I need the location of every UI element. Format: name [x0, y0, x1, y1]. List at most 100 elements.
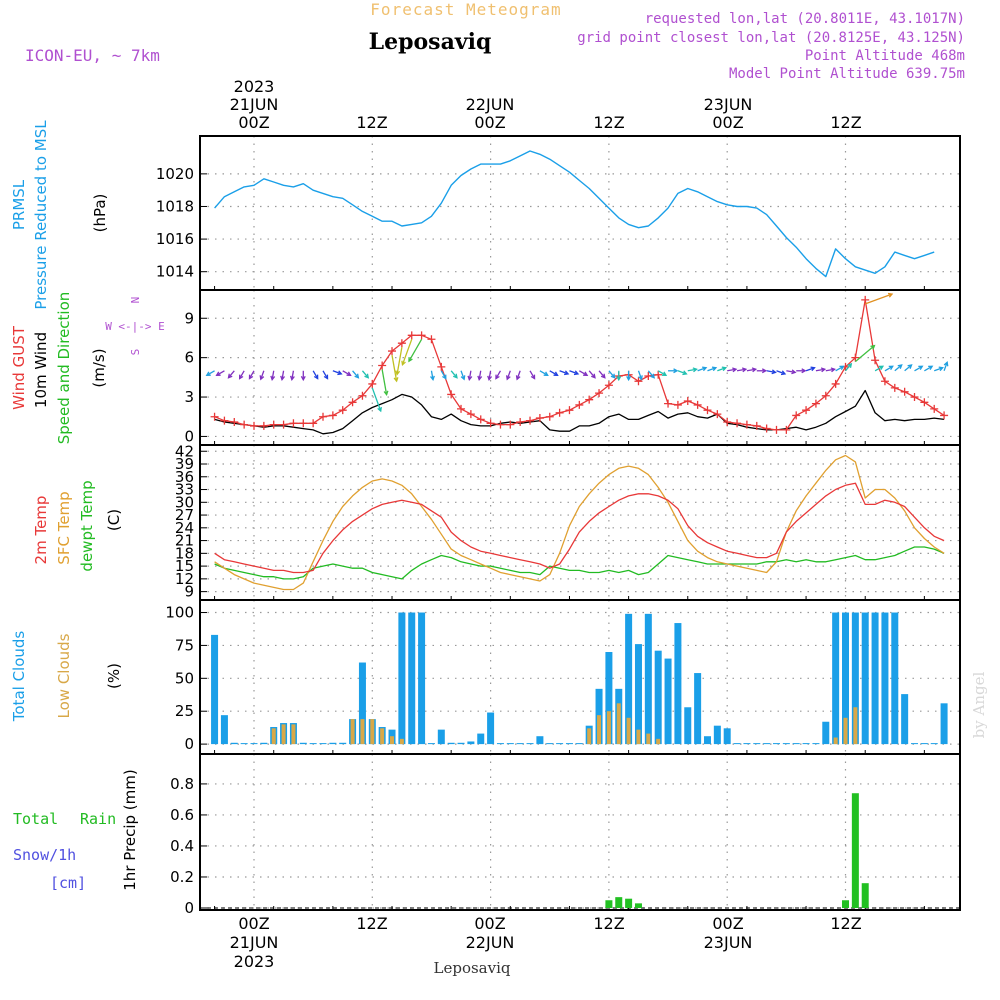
wind-direction-arrow: [559, 370, 569, 375]
y-tick-label: 21: [175, 532, 194, 550]
y-tick-label: 1016: [156, 230, 194, 248]
total-cloud-bar: [437, 729, 445, 745]
gust-marker: [476, 415, 485, 424]
gust-marker: [831, 379, 840, 388]
wind-arrow-head: [591, 373, 596, 379]
wind-direction-arrow: [216, 370, 225, 376]
total-cloud-bar: [605, 652, 613, 745]
wind-arrow-head: [543, 371, 549, 376]
wind-direction-arrow: [488, 370, 492, 380]
wind-arrow-head: [393, 377, 399, 383]
gust-marker: [575, 400, 584, 409]
gust-marker: [920, 398, 929, 407]
total-cloud-bar: [418, 612, 426, 745]
gust-marker: [654, 370, 663, 379]
wind-arrow-head: [354, 373, 360, 379]
wind-direction-arrow: [396, 347, 403, 375]
top-date-1: 21JUN: [230, 95, 279, 114]
low-cloud-bar: [853, 707, 858, 745]
total-cloud-bar: [664, 658, 672, 745]
gust-marker: [871, 356, 880, 365]
y-tick-label: 42: [175, 442, 194, 460]
wind-dir-label: Speed and Direction: [55, 292, 73, 445]
wind-direction-arrow: [271, 370, 275, 380]
wind-direction-arrow: [727, 368, 737, 372]
wind-direction-arrow: [854, 345, 875, 363]
gust-marker: [210, 412, 219, 421]
wind-direction-arrow: [825, 368, 835, 372]
wind-arrow-head: [702, 366, 708, 372]
total-clouds-label: Total Clouds: [10, 631, 28, 723]
wind-direction-arrow: [569, 370, 579, 375]
compass-south: S: [129, 349, 142, 356]
precip-bar: [605, 900, 613, 908]
compass-north: N: [129, 297, 142, 304]
wind-direction-arrow: [579, 370, 588, 376]
pressure-label-2: Pressure Reduced to MSL: [32, 120, 50, 310]
gust-marker: [752, 421, 761, 430]
wind-direction-arrow: [776, 370, 786, 375]
gust-marker: [358, 391, 367, 400]
wind-direction-arrow: [322, 370, 329, 379]
total-cloud-bar: [792, 743, 800, 745]
total-cloud-bar: [477, 733, 485, 745]
wind-arrow-head: [215, 371, 221, 376]
gust-marker: [742, 420, 751, 429]
y-tick-label: 36: [175, 468, 194, 486]
rain-rain-label: Rain: [80, 810, 116, 828]
gust-marker: [604, 381, 613, 390]
total-cloud-bar: [644, 613, 652, 745]
gust-marker: [397, 339, 406, 348]
y-tick-label: 33: [175, 481, 194, 499]
total-cloud-bar: [309, 743, 317, 745]
gust-marker: [792, 411, 801, 420]
wind-arrow-head: [442, 374, 447, 380]
y-tick-label: 6: [184, 349, 194, 367]
wind-arrow-head: [928, 365, 934, 371]
gust-marker: [900, 387, 909, 396]
bottom-date-1: 21JUN: [230, 933, 279, 952]
wind-direction-arrow: [408, 339, 423, 362]
wind-arrow-head: [487, 375, 493, 381]
wind-arrow-head: [477, 375, 483, 381]
wind-arrow-head: [810, 366, 816, 372]
total-cloud-bar: [457, 742, 465, 745]
pressure-line: [214, 150, 935, 278]
gust-marker: [437, 362, 446, 371]
total-cloud-bar: [299, 742, 307, 745]
top-time-3: 00Z: [474, 113, 505, 132]
y-tick-label: 0: [184, 427, 194, 445]
wind-direction-arrow: [894, 364, 903, 372]
top-time-5: 00Z: [712, 113, 743, 132]
gust-marker: [535, 414, 544, 423]
gust-marker: [338, 406, 347, 415]
temp-unit-label: (C): [105, 509, 123, 531]
total-cloud-bar: [447, 742, 455, 745]
wind-direction-arrow: [401, 339, 413, 365]
wind-arrow-head: [289, 375, 295, 381]
total-cloud-bar: [220, 715, 228, 745]
dewpt-label: dewpt Temp: [78, 480, 96, 571]
bottom-time-4: 12Z: [593, 914, 624, 933]
wind-arrow-head: [505, 375, 511, 381]
gust-marker: [683, 396, 692, 405]
low-cloud-bar: [370, 719, 375, 745]
low-cloud-bar: [291, 724, 296, 745]
total-cloud-bar: [398, 612, 406, 745]
wind-arrow-head: [847, 362, 853, 368]
total-cloud-bar: [940, 703, 948, 745]
wind-direction-arrow: [805, 367, 815, 372]
model-label: ICON-EU, ~ 7km: [25, 46, 160, 65]
low-cloud-bar: [360, 719, 365, 745]
wind-arrow-head: [751, 367, 758, 373]
wind-direction-arrow: [529, 370, 536, 379]
product-title: Forecast Meteogram: [370, 0, 561, 19]
wind-arrow-head: [395, 370, 401, 376]
wind-arrow-head: [907, 364, 913, 369]
wind-arrow-head: [638, 375, 643, 381]
total-cloud-bar: [536, 736, 544, 745]
bottom-time-3: 00Z: [474, 914, 505, 933]
total-cloud-bar: [920, 743, 928, 745]
gust-marker: [890, 383, 899, 392]
